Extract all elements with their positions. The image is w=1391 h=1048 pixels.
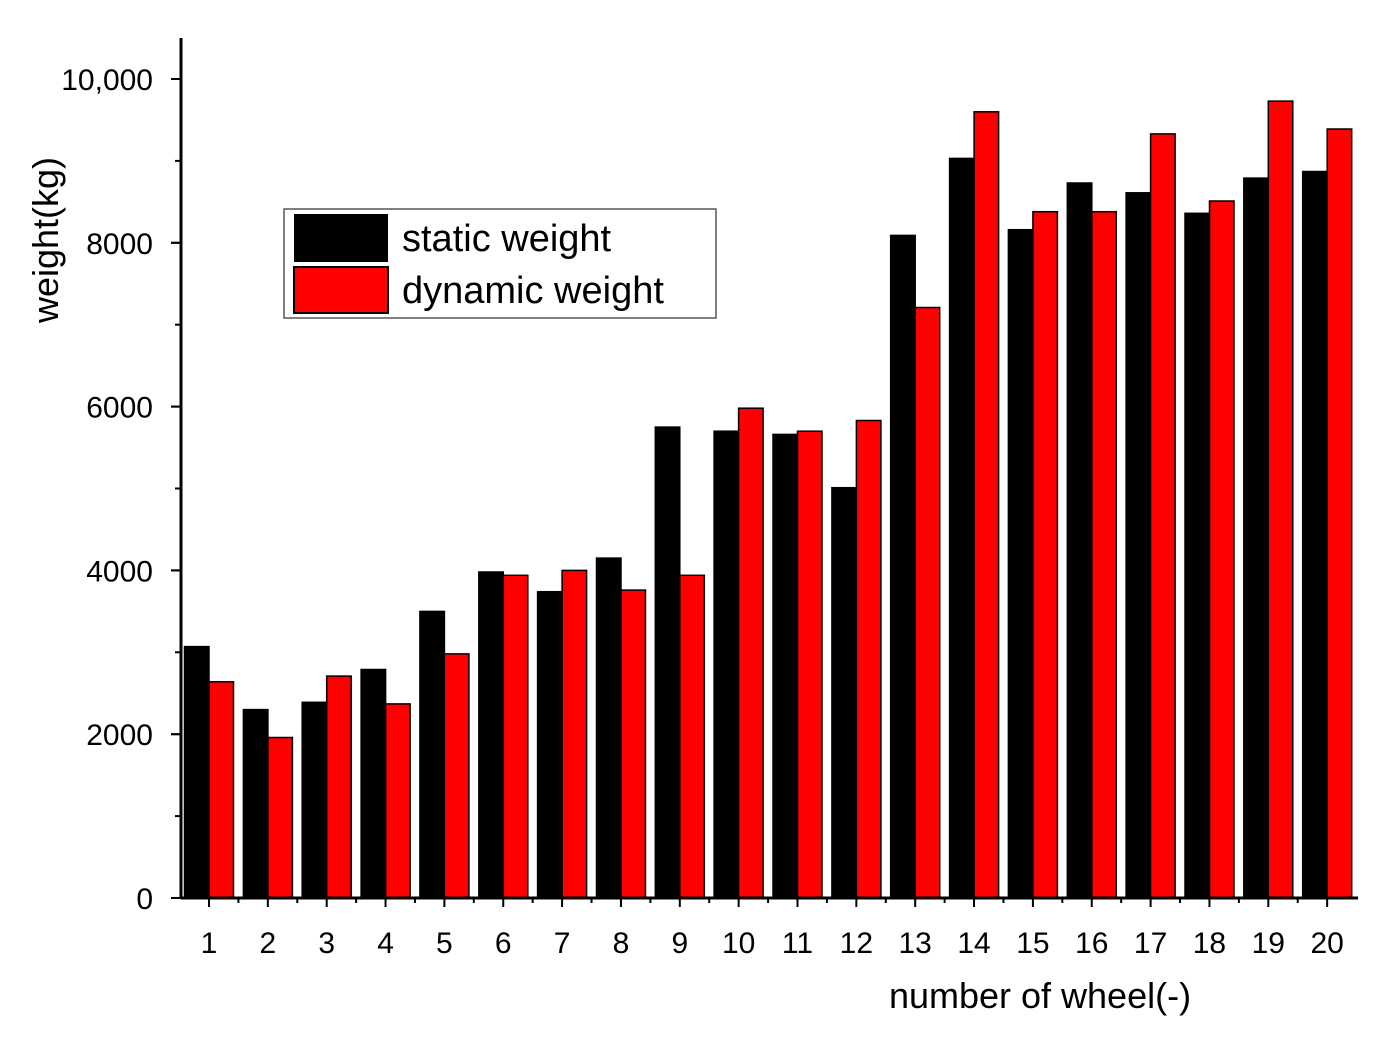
x-tick-label: 5 — [436, 927, 453, 960]
axes-group — [179, 38, 1358, 900]
x-tick-label: 10 — [722, 927, 755, 960]
bar-static-13 — [889, 234, 916, 899]
bar-static-20 — [1301, 170, 1328, 899]
x-tick-label: 1 — [201, 927, 218, 960]
bar-dynamic-2 — [267, 736, 294, 899]
x-tick-label: 15 — [1016, 927, 1049, 960]
x-tick-label: 4 — [377, 927, 394, 960]
bar-static-6 — [478, 571, 505, 899]
y-tick-label: 6000 — [86, 392, 153, 425]
bar-static-7 — [536, 590, 563, 899]
x-ticks-group: 1 2 3 4 5 6 7 8 9 10 11 12 13 14 15 16 17 18 19 20 — [201, 898, 1344, 960]
bar-dynamic-5 — [443, 653, 470, 899]
bar-static-4 — [360, 668, 387, 899]
bar-dynamic-13 — [914, 306, 941, 899]
bar-dynamic-20 — [1326, 128, 1353, 899]
bar-static-10 — [713, 430, 740, 899]
x-tick-label: 12 — [840, 927, 873, 960]
bar-dynamic-3 — [325, 675, 352, 899]
bar-dynamic-19 — [1267, 100, 1294, 899]
bar-dynamic-1 — [208, 681, 235, 899]
x-tick-label: 11 — [782, 927, 813, 960]
bar-dynamic-11 — [796, 430, 823, 899]
bar-static-17 — [1125, 192, 1152, 899]
bar-dynamic-12 — [855, 419, 882, 899]
bar-dynamic-7 — [561, 569, 588, 899]
bar-static-8 — [595, 557, 622, 899]
bar-dynamic-6 — [502, 574, 529, 899]
y-axis-title: weight(kg) — [25, 157, 66, 324]
bar-static-2 — [242, 708, 269, 899]
x-tick-label: 20 — [1310, 927, 1343, 960]
y-tick-label: 0 — [136, 883, 153, 916]
y-tick-label: 2000 — [86, 719, 153, 752]
bar-dynamic-10 — [737, 407, 764, 899]
x-tick-label: 18 — [1193, 927, 1226, 960]
bar-static-16 — [1066, 182, 1093, 899]
bar-static-15 — [1007, 228, 1034, 899]
legend-swatch-static — [294, 214, 388, 262]
x-tick-label: 9 — [671, 927, 688, 960]
bar-static-19 — [1243, 177, 1270, 899]
bar-dynamic-15 — [1032, 210, 1059, 899]
bar-static-1 — [183, 645, 210, 899]
x-tick-label: 17 — [1134, 927, 1167, 960]
bar-static-5 — [419, 610, 446, 899]
bar-static-18 — [1184, 212, 1211, 899]
bar-static-3 — [301, 701, 328, 899]
x-tick-label: 6 — [495, 927, 512, 960]
x-tick-label: 2 — [260, 927, 277, 960]
x-tick-label: 14 — [957, 927, 990, 960]
bar-dynamic-17 — [1149, 133, 1176, 899]
bar-dynamic-8 — [620, 589, 647, 899]
x-tick-label: 3 — [318, 927, 335, 960]
legend-label-static: static weight — [402, 218, 612, 260]
bar-static-14 — [948, 157, 975, 899]
bar-static-11 — [772, 433, 799, 899]
legend-swatch-dynamic — [293, 266, 389, 314]
x-tick-label: 7 — [554, 927, 571, 960]
bar-static-12 — [831, 486, 858, 899]
bar-dynamic-14 — [973, 111, 1000, 899]
legend-label-dynamic: dynamic weight — [402, 270, 664, 312]
x-axis-title: number of wheel(-) — [889, 975, 1191, 1016]
y-tick-label: 10,000 — [61, 64, 153, 97]
y-tick-label: 8000 — [86, 228, 153, 261]
legend: static weight dynamic weight — [283, 208, 717, 319]
x-tick-label: 8 — [613, 927, 630, 960]
bars-group — [183, 100, 1353, 899]
y-tick-label: 4000 — [86, 555, 153, 588]
bar-static-9 — [654, 426, 681, 899]
bar-dynamic-18 — [1208, 200, 1235, 899]
x-tick-label: 19 — [1252, 927, 1285, 960]
x-tick-label: 16 — [1075, 927, 1108, 960]
y-ticks-group: 0 2000 4000 6000 8000 10,000 — [61, 64, 181, 916]
x-tick-label: 13 — [899, 927, 932, 960]
bar-dynamic-16 — [1091, 210, 1118, 899]
bar-dynamic-4 — [384, 703, 411, 899]
bar-dynamic-9 — [679, 574, 706, 899]
